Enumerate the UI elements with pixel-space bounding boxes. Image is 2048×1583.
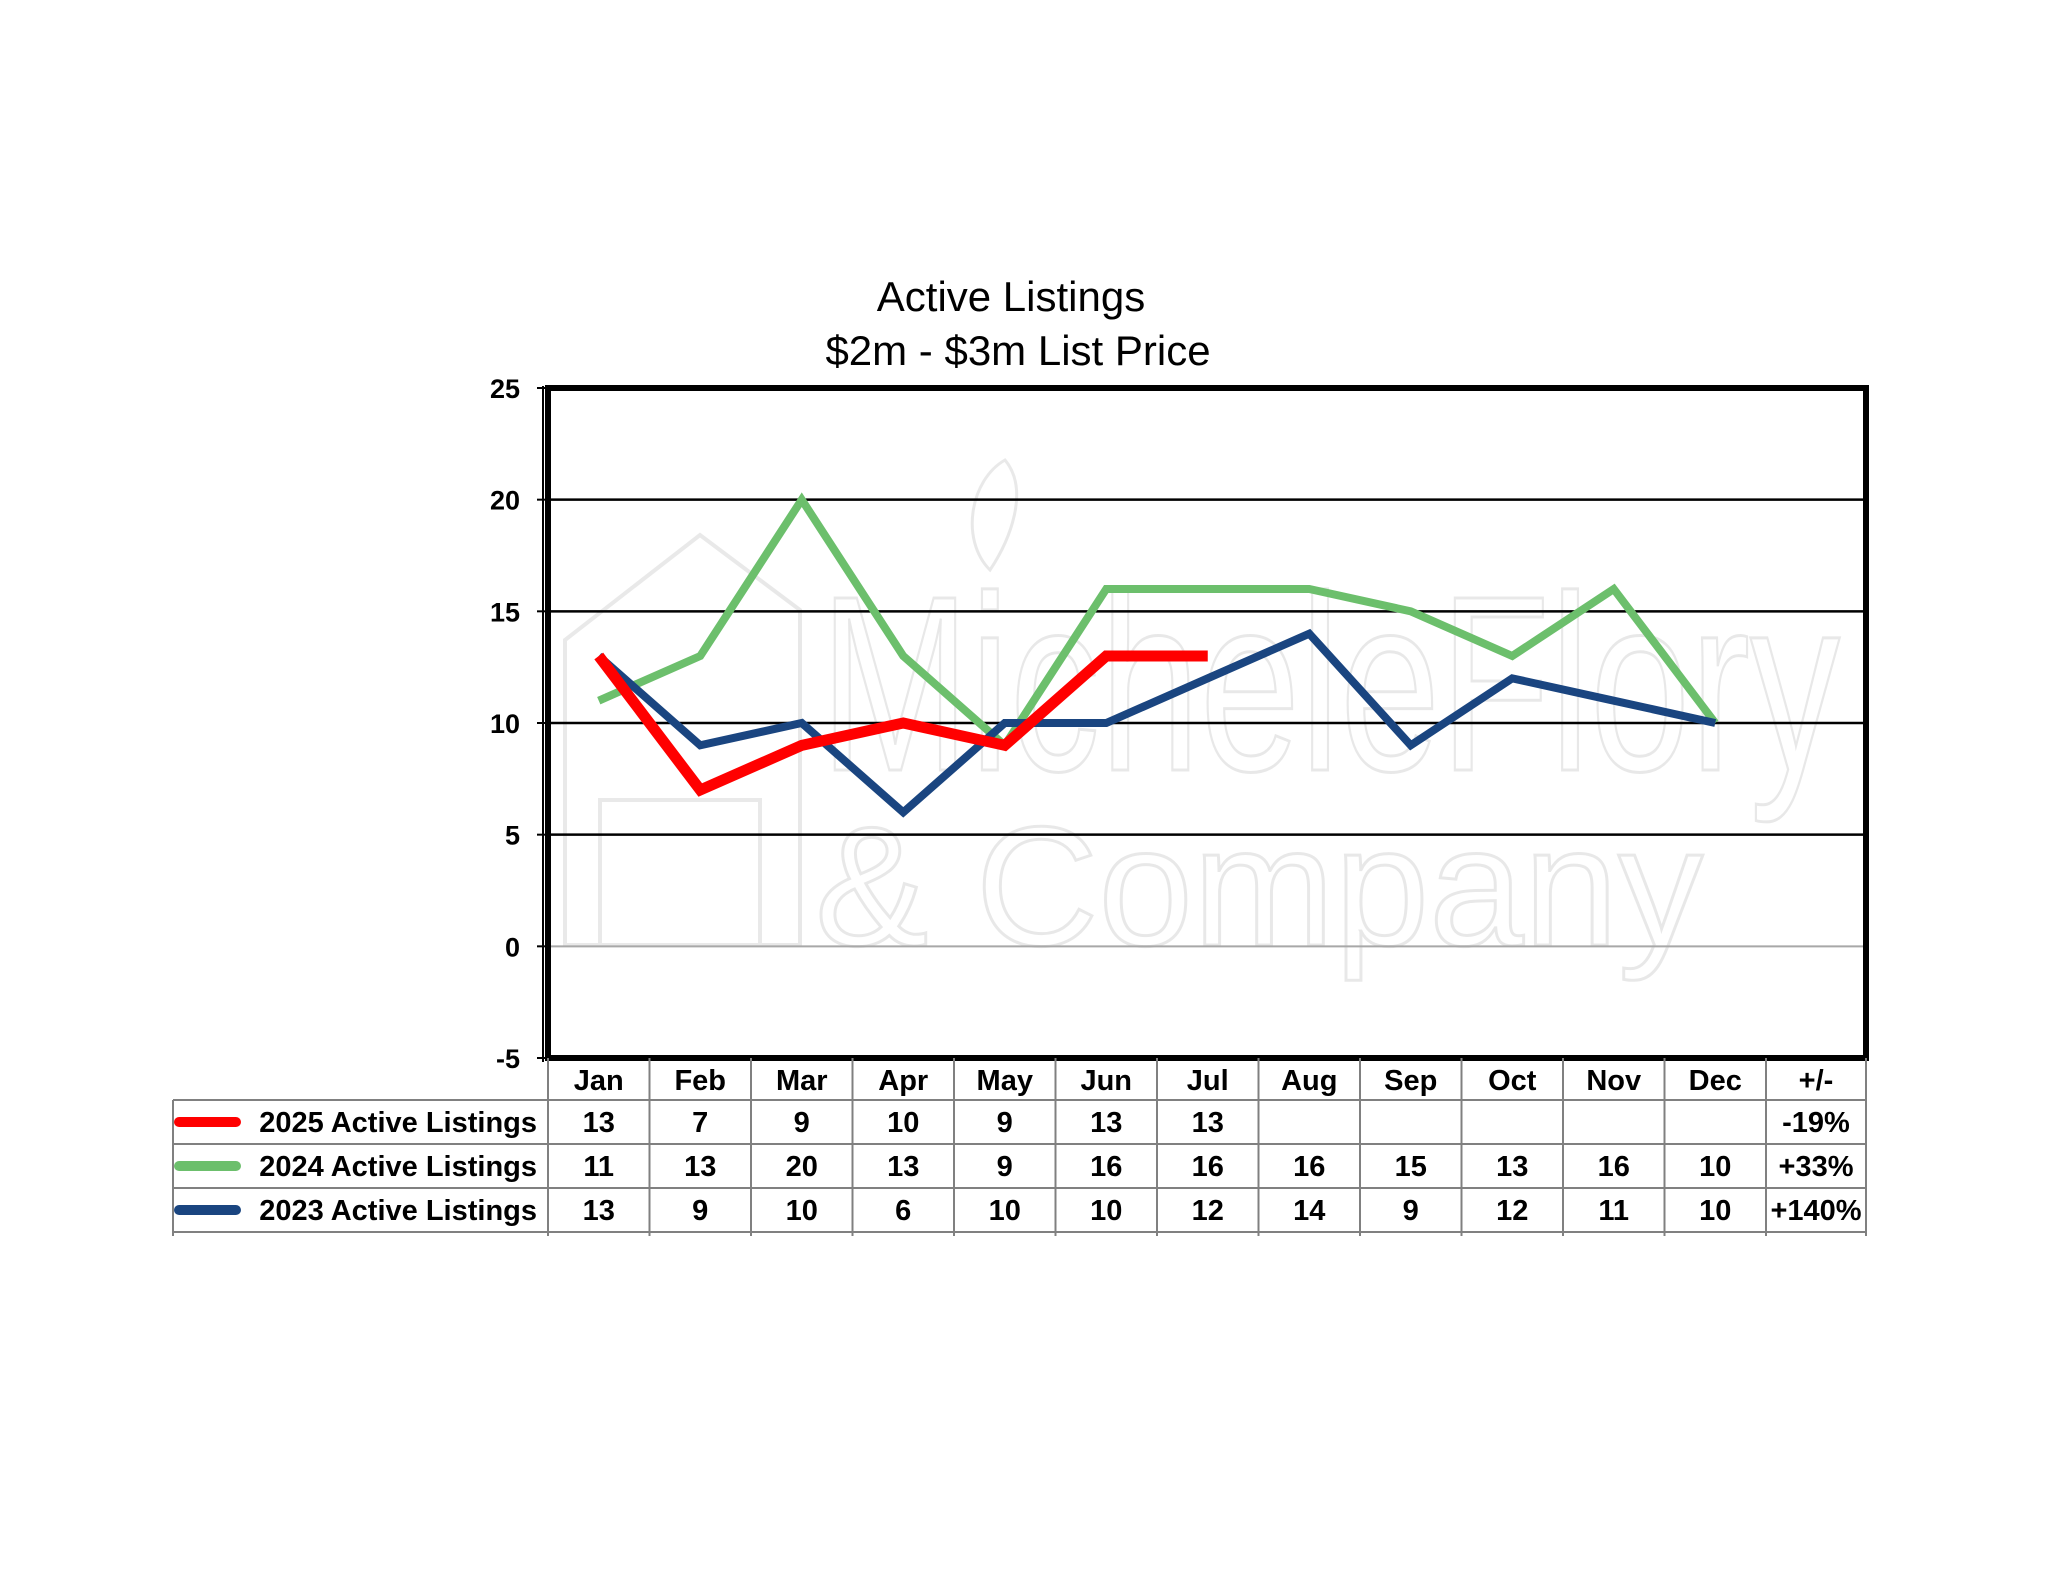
change-header: +/- — [1799, 1065, 1834, 1097]
legend-label: 2025 Active Listings — [259, 1107, 537, 1139]
table-cell: 11 — [1598, 1195, 1629, 1227]
y-tick-label: 5 — [505, 821, 520, 851]
y-axis-ticks: 25 20 15 10 5 0 -5 — [490, 374, 548, 1074]
table-cell: 16 — [1090, 1151, 1122, 1183]
change-cell: -19% — [1782, 1107, 1850, 1139]
change-cell: +140% — [1770, 1195, 1861, 1227]
legend-label: 2023 Active Listings — [259, 1195, 537, 1227]
table-cell: 9 — [692, 1195, 708, 1227]
x-category-label: May — [977, 1065, 1033, 1097]
table-cell: 10 — [989, 1195, 1021, 1227]
x-category-label: Apr — [878, 1065, 928, 1097]
table-cell: 15 — [1395, 1151, 1427, 1183]
chart-title: Active Listings — [877, 273, 1145, 320]
table-cell: 13 — [583, 1107, 615, 1139]
table-cell: 10 — [1699, 1195, 1731, 1227]
table-cell: 7 — [692, 1107, 708, 1139]
data-table: Jan Feb Mar Apr May Jun Jul Aug Sep Oct Nov Dec +/- 2… — [172, 1058, 1867, 1236]
table-cell: 9 — [997, 1151, 1013, 1183]
change-cell: +33% — [1779, 1151, 1854, 1183]
table-cell: 12 — [1496, 1195, 1528, 1227]
x-category-label: Sep — [1384, 1065, 1437, 1097]
x-category-label: Dec — [1689, 1065, 1742, 1097]
table-cell: 12 — [1192, 1195, 1224, 1227]
y-tick-label: 20 — [490, 486, 520, 516]
x-category-label: Jan — [574, 1065, 624, 1097]
table-cell: 10 — [887, 1107, 919, 1139]
table-cell: 13 — [1192, 1107, 1224, 1139]
table-cell: 9 — [794, 1107, 810, 1139]
table-cell: 13 — [887, 1151, 919, 1183]
y-tick-label: 15 — [490, 597, 520, 627]
y-tick-label: 10 — [490, 709, 520, 739]
x-category-label: Jun — [1080, 1065, 1132, 1097]
table-cell: 10 — [1699, 1151, 1731, 1183]
table-cell: 9 — [1403, 1195, 1419, 1227]
table-cell: 14 — [1293, 1195, 1325, 1227]
y-tick-label: 0 — [505, 932, 520, 962]
table-cell: 16 — [1293, 1151, 1325, 1183]
x-category-label: Aug — [1281, 1065, 1337, 1097]
table-cell: 16 — [1192, 1151, 1224, 1183]
y-tick-label: 25 — [490, 374, 520, 404]
table-cell: 9 — [997, 1107, 1013, 1139]
table-cell: 6 — [895, 1195, 911, 1227]
x-category-label: Jul — [1187, 1065, 1229, 1097]
table-cell: 20 — [786, 1151, 818, 1183]
table-cell: 11 — [583, 1151, 614, 1183]
watermark: MicheleFlory & Company — [563, 458, 1842, 984]
series-lines — [594, 492, 1719, 818]
watermark-line-2: & Company — [815, 792, 1703, 982]
series-line-2 — [597, 492, 1719, 752]
y-tick-label: -5 — [496, 1044, 520, 1074]
table-cell: 10 — [1090, 1195, 1122, 1227]
plot-frame — [545, 385, 1869, 1061]
gridlines — [548, 498, 1866, 948]
series-line-3 — [596, 628, 1717, 818]
table-cell: 13 — [1090, 1107, 1122, 1139]
legend-label: 2024 Active Listings — [259, 1151, 537, 1183]
table-cell: 13 — [1496, 1151, 1528, 1183]
x-category-label: Oct — [1488, 1065, 1537, 1097]
x-category-label: Nov — [1586, 1065, 1641, 1097]
x-category-label: Feb — [674, 1065, 726, 1097]
watermark-house-icon — [563, 532, 802, 947]
table-cell: 16 — [1598, 1151, 1630, 1183]
table-cell: 13 — [583, 1195, 615, 1227]
table-cell: 13 — [684, 1151, 716, 1183]
watermark-leaf-icon — [970, 458, 1019, 573]
x-category-label: Mar — [776, 1065, 828, 1097]
series-line-1 — [594, 650, 1208, 797]
table-cell: 10 — [786, 1195, 818, 1227]
chart-subtitle: $2m - $3m List Price — [825, 327, 1210, 374]
